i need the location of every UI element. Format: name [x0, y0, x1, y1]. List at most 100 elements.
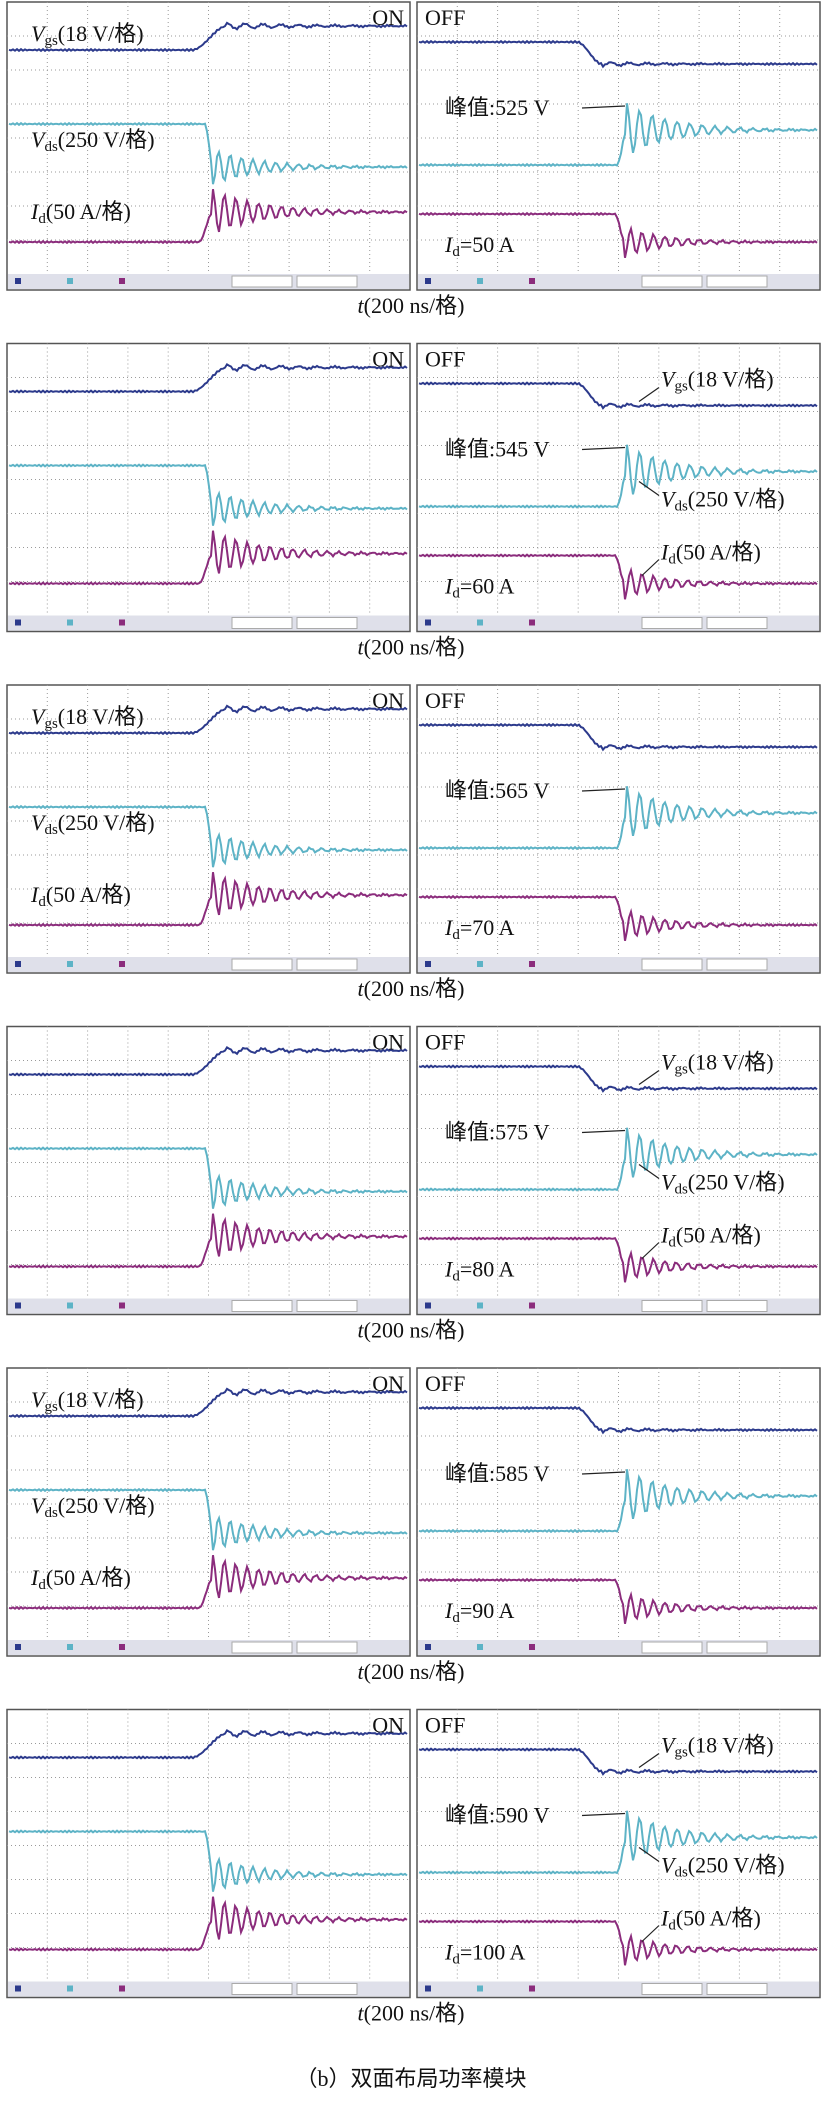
badge: OFF: [425, 347, 465, 372]
signal-label: Id(50 A/格): [30, 199, 131, 227]
badge: ON: [372, 347, 404, 372]
label-text: (50 A/格): [46, 1565, 131, 1590]
leader-line: [581, 788, 626, 792]
subscript: ds: [674, 1865, 688, 1881]
id-trace: [8, 872, 408, 928]
channel-chip: [119, 278, 125, 284]
id-trace: [8, 1213, 408, 1269]
signal-label: Id=60 A: [444, 574, 515, 602]
symbol: V: [31, 704, 47, 729]
symbol: V: [31, 1387, 47, 1412]
subscript: d: [452, 1269, 460, 1285]
status-box: [296, 1983, 358, 1995]
status-box: [641, 1300, 703, 1312]
status-box: [706, 1983, 768, 1995]
label-text: (18 V/格): [688, 1733, 774, 1758]
scope-panel: OFF 峰值:585 V Id=90 A: [416, 1367, 821, 1657]
vgs-trace: [8, 1046, 408, 1077]
label-text: (18 V/格): [58, 1387, 144, 1412]
symbol: I: [444, 232, 454, 257]
signal-label: t(200 ns/格): [358, 635, 465, 660]
badge: ON: [372, 5, 404, 30]
vgs-trace: [8, 21, 408, 53]
subscript: gs: [44, 33, 58, 49]
label-text: (50 A/格): [46, 882, 131, 907]
channel-chip: [425, 1302, 431, 1309]
vgs-trace: [418, 1064, 818, 1093]
subscript: gs: [674, 1062, 688, 1078]
annotation: 峰值:590 V: [445, 1803, 550, 1828]
id-trace: [8, 1555, 408, 1611]
badge: ON: [372, 1030, 404, 1055]
leader-line: [638, 481, 660, 496]
signal-label: Id=100 A: [444, 1940, 526, 1968]
channel-chip: [119, 1302, 125, 1309]
vds-trace: [8, 804, 408, 868]
leader-line: [581, 1812, 626, 1817]
badge: OFF: [425, 5, 465, 30]
scope-panel: ON: [6, 1708, 411, 1999]
symbol: I: [444, 1598, 454, 1623]
signal-label: Id(50 A/格): [30, 1565, 131, 1593]
status-box: [641, 617, 703, 629]
label-text: =80 A: [460, 1257, 515, 1282]
signal-label: Vds(250 V/格): [31, 1493, 155, 1521]
symbol: V: [661, 1853, 677, 1878]
signal-label: Id(50 A/格): [30, 882, 131, 910]
signal-label: t(200 ns/格): [358, 293, 465, 318]
channel-chip: [529, 1302, 535, 1309]
label-text: =70 A: [460, 915, 515, 940]
status-box: [706, 1300, 768, 1312]
symbol: I: [30, 882, 40, 907]
leader-line: [638, 1070, 660, 1085]
badge: OFF: [425, 1030, 465, 1055]
badge: OFF: [425, 688, 465, 713]
symbol: I: [444, 1257, 454, 1282]
channel-chip: [119, 1644, 125, 1650]
label-text: =90 A: [460, 1598, 515, 1623]
id-trace: [418, 1919, 818, 1966]
leader-line: [581, 446, 626, 451]
id-trace: [418, 1236, 818, 1283]
vds-trace: [418, 786, 818, 851]
channel-chip: [119, 1985, 125, 1992]
vds-trace: [418, 103, 818, 168]
subscript: gs: [44, 716, 58, 732]
scope-panel: ON: [6, 342, 411, 633]
leader-line: [641, 1242, 660, 1259]
subscript: gs: [674, 1745, 688, 1761]
channel-chip: [529, 619, 535, 626]
status-box: [706, 617, 768, 629]
subscript: d: [452, 586, 460, 602]
channel-chip: [119, 619, 125, 626]
id-trace: [418, 1577, 818, 1624]
signal-label: Vgs(18 V/格): [31, 21, 144, 49]
signal-label: Vgs(18 V/格): [661, 367, 774, 395]
signal-label: Vgs(18 V/格): [31, 704, 144, 732]
subscript: gs: [674, 379, 688, 395]
symbol: V: [31, 1493, 47, 1518]
leader-line: [638, 1753, 660, 1768]
scope-panel: ON: [6, 1025, 411, 1316]
subscript: d: [452, 1610, 460, 1626]
channel-chip: [15, 1302, 21, 1309]
symbol: I: [444, 1940, 454, 1965]
signal-label: Vgs(18 V/格): [661, 1050, 774, 1078]
annotation: 峰值:585 V: [445, 1461, 550, 1486]
label-text: (50 A/格): [46, 199, 131, 224]
label-text: (200 ns/格): [364, 293, 465, 318]
figure-caption: （b）双面布局功率模块: [295, 2066, 526, 2091]
signal-label: Vds(250 V/格): [31, 810, 155, 838]
subscript: d: [668, 1918, 676, 1934]
channel-chip: [477, 1302, 483, 1309]
id-trace: [8, 530, 408, 586]
label-text: (18 V/格): [58, 21, 144, 46]
symbol: V: [661, 367, 677, 392]
leader-line: [581, 1471, 626, 1475]
symbol: V: [31, 21, 47, 46]
symbol: V: [661, 1170, 677, 1195]
status-box: [641, 958, 703, 971]
